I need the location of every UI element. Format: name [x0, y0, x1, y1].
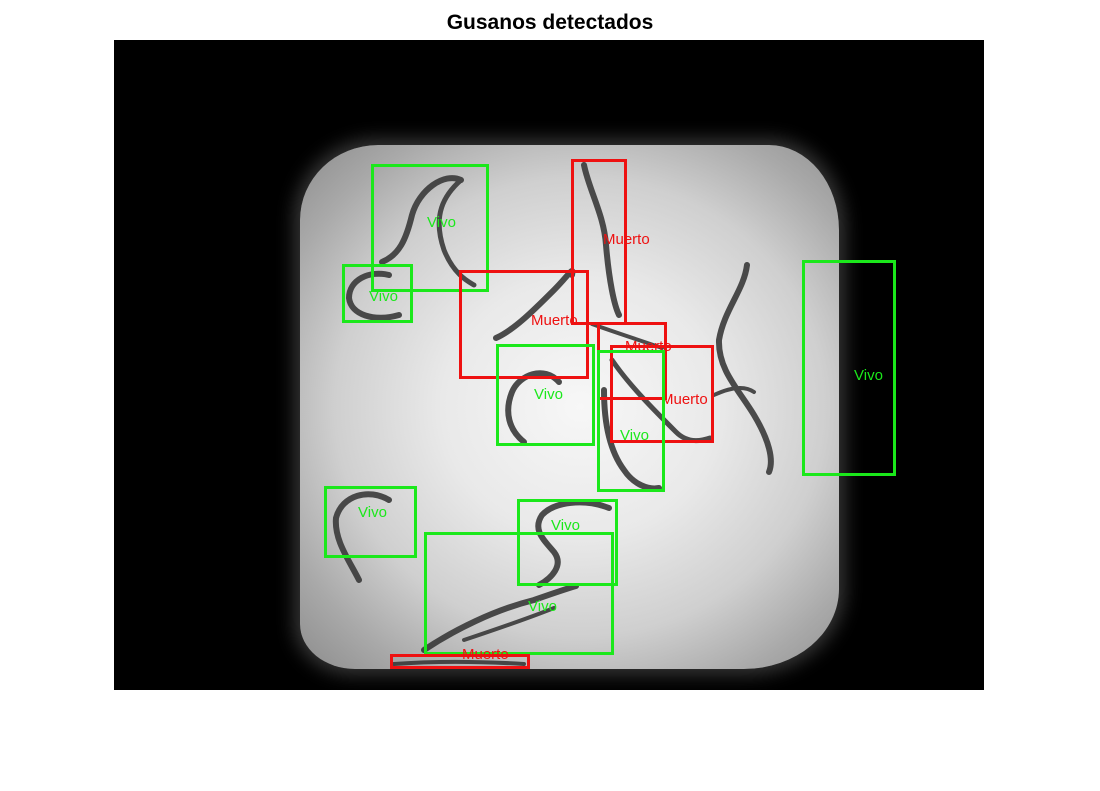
- worm: [715, 262, 774, 475]
- detection-label: Vivo: [620, 427, 649, 444]
- detection-label: Vivo: [358, 504, 387, 521]
- detection-box-live: Vivo: [496, 344, 595, 446]
- detection-box-live: Vivo: [517, 499, 618, 586]
- worm: [421, 583, 579, 653]
- microscope-image: Vivo Vivo Muerto Muerto Muerto Vivo Muerto Vivo…: [114, 40, 984, 690]
- worm: [332, 491, 392, 583]
- detection-label: Muerto: [531, 312, 578, 329]
- detection-label: Muerto: [462, 646, 509, 663]
- detection-label: Vivo: [528, 598, 557, 615]
- worm: [346, 270, 402, 321]
- detection-label: Vivo: [854, 367, 883, 384]
- detection-box-live: Vivo: [597, 350, 665, 492]
- detection-label: Vivo: [534, 386, 563, 403]
- detection-box-dead: Muerto: [459, 270, 589, 379]
- detection-box-live: Vivo: [371, 164, 489, 292]
- worm: [392, 659, 526, 666]
- worm: [581, 162, 622, 318]
- worm: [712, 386, 756, 397]
- detection-box-live: Vivo: [802, 260, 896, 476]
- detection-label: Muerto: [661, 391, 708, 408]
- detection-box-live: Vivo: [424, 532, 614, 655]
- detection-label: Muerto: [603, 231, 650, 248]
- worm: [379, 175, 464, 265]
- worm: [601, 387, 662, 492]
- detection-label: Vivo: [551, 517, 580, 534]
- detection-label: Vivo: [369, 288, 398, 305]
- detection-box-live: Vivo: [342, 264, 413, 323]
- detection-box-dead: Muerto: [390, 646, 530, 669]
- detection-box-live: Vivo: [324, 486, 417, 558]
- worm: [436, 177, 477, 288]
- worm: [505, 370, 562, 445]
- worm: [462, 606, 556, 642]
- figure-title: Gusanos detectados: [446, 11, 654, 34]
- detection-label: Vivo: [427, 214, 456, 231]
